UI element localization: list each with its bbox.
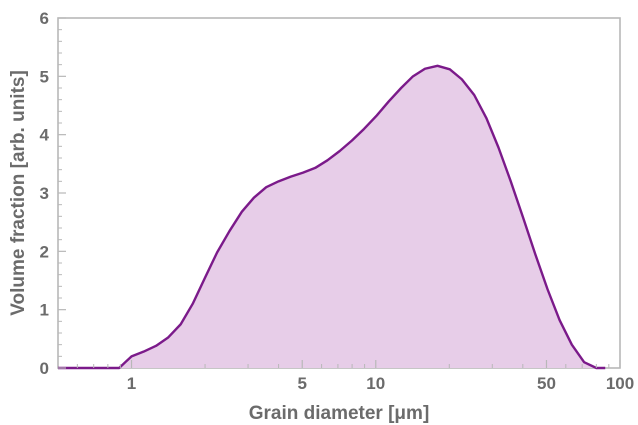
y-tick-label: 4 [40,126,50,145]
x-tick-label: 50 [537,374,556,393]
x-axis-title: Grain diameter [μm] [249,403,430,424]
x-tick-label: 1 [127,374,136,393]
y-tick-label: 0 [40,359,49,378]
y-tick-label: 3 [40,184,49,203]
y-axis-title: Volume fraction [arb. units] [8,70,29,316]
x-tick-label: 5 [298,374,307,393]
y-tick-label: 2 [40,242,49,261]
y-tick-label: 1 [40,301,49,320]
y-axis-ticks: 0 1 2 3 4 5 6 [40,9,66,378]
y-tick-label: 5 [40,67,49,86]
distribution-area [58,65,606,368]
x-tick-label: 100 [606,374,634,393]
distribution-line [58,64,606,370]
x-tick-label: 10 [366,374,385,393]
x-axis-ticks: 1 5 10 50 100 [76,360,634,393]
y-tick-label: 6 [40,9,49,28]
